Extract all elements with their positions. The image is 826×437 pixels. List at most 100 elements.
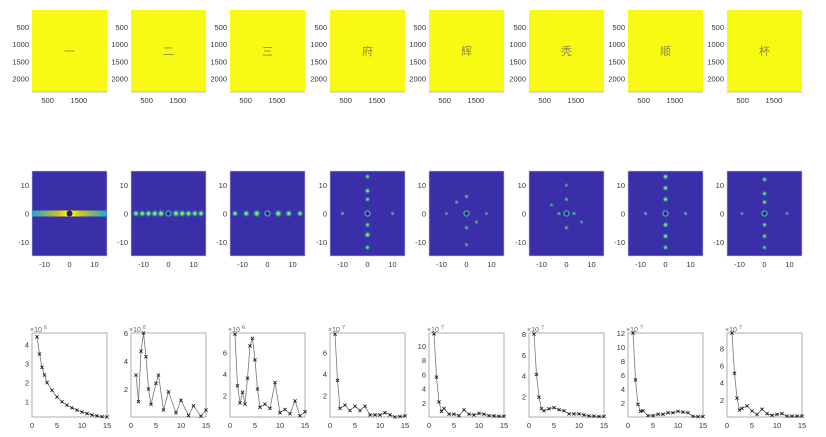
spectrum-panel-2: 10 0 -10 -10 0 10	[117, 170, 207, 269]
y-tick-label: 1000	[707, 40, 724, 49]
x-tick-label: 0	[663, 260, 667, 269]
x-tick-label: -10	[436, 260, 447, 269]
x-tick-label: 0	[328, 421, 332, 430]
profile-plot-1: 1 2 3 4 0 5 10 15 ×10 6	[25, 325, 111, 430]
x-tick-label: 1500	[369, 96, 386, 105]
data-point-x-marker	[795, 414, 799, 419]
profile-plot-4: 2 4 6 0 5 10 15 ×10 7	[323, 325, 409, 430]
y-tick-label: 6	[124, 329, 128, 338]
x-tick-label: 0	[564, 260, 568, 269]
spot	[662, 195, 669, 203]
data-point-x-marker	[248, 344, 252, 348]
x-tick-label: 10	[587, 260, 595, 269]
data-point-x-marker	[388, 412, 392, 417]
y-tick-label: 1000	[12, 40, 29, 49]
y-tick-label: 4	[621, 385, 625, 394]
spot	[662, 232, 669, 240]
exponent-base: ×10	[725, 327, 737, 334]
y-tick-label: 1500	[210, 57, 227, 66]
y-tick-label: 1500	[111, 57, 128, 66]
x-tick-label: 500	[736, 96, 749, 105]
exponent-base: ×10	[30, 327, 42, 334]
exponent-base: ×10	[129, 327, 141, 334]
y-tick-label: 1000	[509, 40, 526, 49]
x-tick-label: 1500	[269, 96, 286, 105]
y-tick-label: 2000	[707, 74, 724, 83]
spot	[578, 219, 585, 225]
y-tick-label: 500	[115, 23, 128, 32]
data-point-x-marker	[363, 404, 367, 409]
x-tick-label: 15	[401, 421, 409, 430]
spot	[556, 210, 562, 217]
char-glyph: 辉	[461, 45, 472, 58]
y-tick-label: 10	[319, 181, 327, 190]
y-tick-label: -10	[117, 238, 128, 247]
data-point-x-marker	[785, 414, 789, 419]
data-point-x-marker	[90, 413, 94, 417]
data-point-x-marker	[278, 410, 282, 415]
data-point-x-marker	[60, 399, 64, 404]
spot	[363, 231, 372, 239]
data-point-x-marker	[646, 413, 650, 418]
data-point-x-marker	[293, 398, 297, 403]
y-tick-label: 0	[323, 210, 327, 219]
x-tick-label: 0	[228, 421, 232, 430]
data-point-x-marker	[691, 414, 695, 419]
y-tick-label: 2	[621, 399, 625, 408]
spot	[144, 209, 153, 218]
spot	[662, 221, 669, 229]
data-point-x-marker	[755, 412, 759, 417]
exponent-base: ×10	[626, 327, 638, 334]
profile-plot-7: 2 4 6 8 10 12 0 5 10 15 ×10 7	[617, 325, 708, 430]
y-tick-label: 2000	[310, 74, 327, 83]
y-tick-label: 2	[223, 391, 227, 400]
data-point-x-marker	[492, 414, 496, 418]
x-tick-label: 500	[637, 96, 650, 105]
x-tick-label: 15	[301, 421, 309, 430]
y-tick-label: 1500	[608, 57, 625, 66]
data-point-x-marker	[676, 409, 680, 414]
data-point-x-marker	[50, 388, 54, 393]
data-point-x-marker	[765, 411, 769, 416]
plot-area	[229, 332, 306, 418]
data-point-x-marker	[235, 383, 240, 388]
y-tick-label: 3	[25, 360, 29, 369]
data-point-x-marker	[638, 409, 643, 414]
x-tick-label: 500	[339, 96, 352, 105]
x-tick-label: 0	[762, 260, 766, 269]
y-tick-label: 0	[522, 210, 526, 219]
center-ring	[165, 210, 172, 217]
plot-area	[130, 332, 207, 418]
spot	[662, 244, 669, 251]
y-tick-label: 500	[513, 23, 526, 32]
data-point-x-marker	[597, 414, 601, 419]
y-tick-label: 4	[25, 340, 29, 349]
y-tick-label: 2000	[409, 74, 426, 83]
data-point-x-marker	[174, 410, 178, 415]
plot-area	[329, 332, 406, 418]
y-tick-label: 500	[612, 23, 625, 32]
data-point-x-marker	[487, 413, 491, 418]
exponent-power: 7	[541, 325, 544, 331]
data-point-x-marker	[378, 412, 382, 417]
x-tick-label: 15	[600, 421, 608, 430]
data-point-x-marker	[452, 412, 456, 417]
x-tick-label: 0	[365, 260, 369, 269]
center-dot	[66, 210, 73, 217]
y-tick-label: -10	[713, 238, 724, 247]
x-tick-label: 0	[166, 260, 170, 269]
data-point-x-marker	[156, 373, 161, 377]
x-tick-label: -10	[734, 260, 745, 269]
y-tick-label: 1	[25, 398, 29, 407]
data-point-x-marker	[35, 334, 39, 339]
data-point-x-marker	[146, 387, 151, 391]
data-point-x-marker	[547, 406, 551, 411]
image-area	[628, 10, 703, 92]
spot	[739, 210, 745, 217]
data-point-x-marker	[273, 380, 277, 385]
y-tick-label: 4	[323, 370, 327, 379]
char-image-panel-6: 秃 500 1000 1500 2000 500 1500	[509, 10, 604, 105]
y-tick-label: 8	[621, 357, 625, 366]
char-glyph: 一	[64, 46, 75, 58]
data-point-x-marker	[631, 331, 635, 335]
